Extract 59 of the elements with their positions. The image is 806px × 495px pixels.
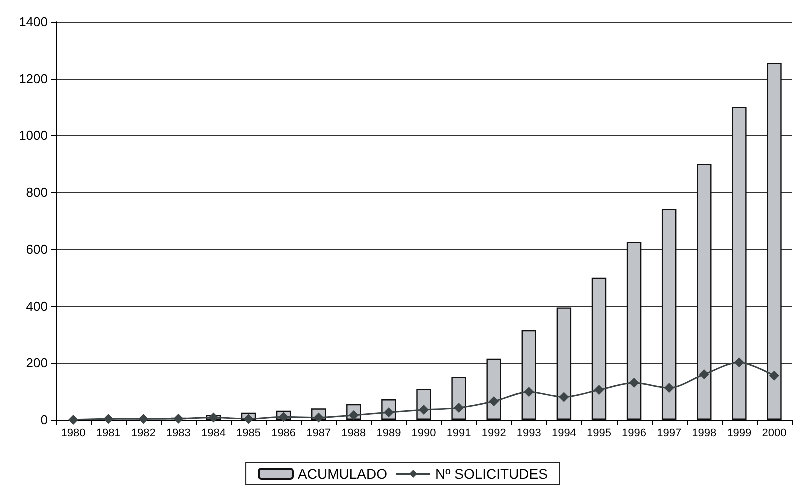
point (174, 414, 184, 424)
point (138, 414, 149, 424)
bar (452, 377, 466, 420)
point (454, 403, 464, 414)
legend-label: ACUMULADO (298, 466, 388, 482)
x-tick-label: 1993 (516, 428, 542, 440)
x-tick-label: 1982 (131, 428, 156, 440)
y-tick-label: 1400 (19, 14, 48, 30)
y-tick-label: 800 (26, 185, 48, 200)
x-tick-label: 1995 (586, 428, 612, 440)
point (104, 414, 114, 424)
bar (522, 330, 537, 420)
point (244, 414, 254, 424)
point (734, 358, 744, 368)
x-tick-label: 1990 (412, 428, 436, 440)
point (68, 415, 79, 425)
point (524, 387, 534, 398)
bar (697, 164, 712, 420)
point (419, 405, 429, 416)
y-tick-label: 0 (40, 412, 48, 428)
x-tick-label: 1994 (552, 428, 576, 440)
y-tick-label: 400 (26, 298, 48, 314)
y-tick-label: 200 (26, 356, 48, 371)
point (699, 370, 710, 380)
x-tick-label: 1996 (622, 428, 647, 440)
point (489, 396, 500, 407)
bar (556, 308, 572, 420)
bar (767, 63, 782, 420)
x-tick-label: 1988 (342, 428, 366, 440)
x-tick-label: 1981 (96, 428, 121, 440)
x-tick-label: 2000 (762, 428, 787, 440)
x-tick-label: 1987 (306, 428, 332, 440)
x-tick-label: 1999 (727, 428, 752, 440)
bar (592, 278, 607, 420)
legend-label: Nº SOLICITUDES (435, 466, 548, 482)
x-tick-label: 1991 (446, 428, 472, 440)
x-tick-label: 1986 (272, 428, 296, 440)
point (278, 412, 289, 422)
x-tick-label: 1997 (657, 428, 682, 440)
x-tick-label: 1980 (61, 428, 86, 440)
x-tick-label: 1985 (236, 428, 262, 440)
point (664, 383, 674, 394)
x-tick-label: 1998 (692, 428, 717, 440)
point (629, 378, 640, 388)
y-tick-label: 1000 (19, 128, 48, 144)
bar (662, 209, 677, 420)
bar (732, 107, 747, 420)
x-tick-label: 1989 (376, 428, 402, 440)
point (594, 385, 604, 396)
point (208, 412, 219, 423)
x-tick-label: 1992 (482, 428, 506, 440)
y-tick-label: 600 (26, 242, 48, 257)
bar (626, 242, 642, 420)
bar (486, 358, 502, 420)
point (769, 370, 780, 381)
y-tick-label: 1200 (19, 71, 48, 86)
point (559, 392, 570, 402)
x-tick-label: 1984 (201, 428, 226, 440)
x-tick-label: 1983 (166, 428, 191, 440)
